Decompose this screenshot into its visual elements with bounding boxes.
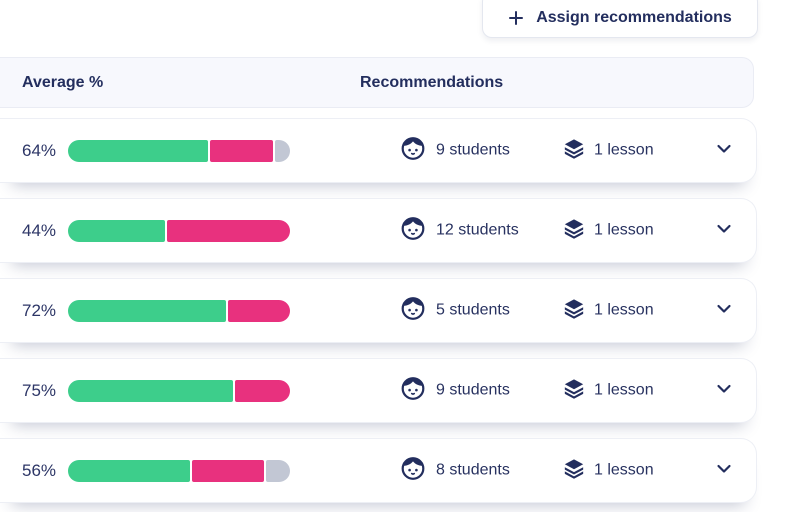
chevron-down-icon: [714, 459, 734, 482]
average-percent: 44%: [22, 220, 57, 240]
students-cell: 8 students: [401, 456, 510, 485]
lessons-count: 1 lesson: [594, 221, 654, 239]
recommendations-column-header: Recommendations: [360, 73, 504, 91]
students-cell: 9 students: [401, 376, 510, 405]
average-percent: 75%: [22, 380, 57, 400]
bar-segment-negative: [209, 139, 273, 162]
bar-segment-empty: [266, 459, 290, 482]
students-count: 5 students: [436, 301, 510, 319]
students-count: 9 students: [436, 381, 510, 399]
score-bar: [68, 299, 290, 322]
average-percent: 64%: [22, 140, 57, 160]
chevron-down-icon: [714, 219, 734, 242]
expand-row-button[interactable]: [713, 460, 735, 482]
expand-row-button[interactable]: [713, 380, 735, 402]
bar-segment-positive: [68, 299, 227, 322]
lessons-cell: 1 lesson: [563, 137, 654, 164]
layers-icon: [563, 217, 585, 244]
lessons-count: 1 lesson: [594, 141, 654, 159]
bar-segment-positive: [68, 459, 191, 482]
students-count: 12 students: [436, 221, 519, 239]
plus-icon: [508, 10, 524, 26]
chevron-down-icon: [714, 379, 734, 402]
student-face-icon: [401, 136, 425, 165]
lessons-cell: 1 lesson: [563, 217, 654, 244]
students-cell: 12 students: [401, 216, 519, 245]
student-face-icon: [401, 456, 425, 485]
table-row[interactable]: 44% 12 students: [0, 198, 757, 263]
layers-icon: [563, 297, 585, 324]
bar-segment-negative: [235, 379, 290, 402]
bar-segment-empty: [274, 139, 290, 162]
chevron-down-icon: [714, 299, 734, 322]
layers-icon: [563, 137, 585, 164]
average-column-header: Average %: [22, 73, 104, 91]
table-header: Average % Recommendations: [0, 57, 754, 108]
lessons-cell: 1 lesson: [563, 297, 654, 324]
student-face-icon: [401, 296, 425, 325]
table-row[interactable]: 56% 8 students: [0, 438, 757, 503]
expand-row-button[interactable]: [713, 220, 735, 242]
average-percent: 72%: [22, 300, 57, 320]
lessons-count: 1 lesson: [594, 381, 654, 399]
lessons-count: 1 lesson: [594, 461, 654, 479]
bar-segment-negative: [228, 299, 290, 322]
bar-segment-positive: [68, 139, 208, 162]
score-bar: [68, 139, 290, 162]
lessons-cell: 1 lesson: [563, 457, 654, 484]
score-bar: [68, 459, 290, 482]
expand-row-button[interactable]: [713, 300, 735, 322]
bar-segment-positive: [68, 219, 165, 242]
assign-recommendations-button[interactable]: Assign recommendations: [482, 0, 758, 38]
bar-segment-negative: [166, 219, 290, 242]
lessons-cell: 1 lesson: [563, 377, 654, 404]
assign-recommendations-label: Assign recommendations: [536, 9, 732, 26]
chevron-down-icon: [714, 139, 734, 162]
average-percent: 56%: [22, 460, 57, 480]
student-face-icon: [401, 376, 425, 405]
layers-icon: [563, 457, 585, 484]
students-count: 9 students: [436, 141, 510, 159]
bar-segment-negative: [192, 459, 265, 482]
students-cell: 9 students: [401, 136, 510, 165]
table-row[interactable]: 75% 9 students: [0, 358, 757, 423]
score-bar: [68, 219, 290, 242]
student-face-icon: [401, 216, 425, 245]
students-count: 8 students: [436, 461, 510, 479]
bar-segment-positive: [68, 379, 233, 402]
lessons-count: 1 lesson: [594, 301, 654, 319]
table-row[interactable]: 64% 9 students: [0, 118, 757, 183]
students-cell: 5 students: [401, 296, 510, 325]
table-row[interactable]: 72% 5 students: [0, 278, 757, 343]
score-bar: [68, 379, 290, 402]
expand-row-button[interactable]: [713, 140, 735, 162]
layers-icon: [563, 377, 585, 404]
